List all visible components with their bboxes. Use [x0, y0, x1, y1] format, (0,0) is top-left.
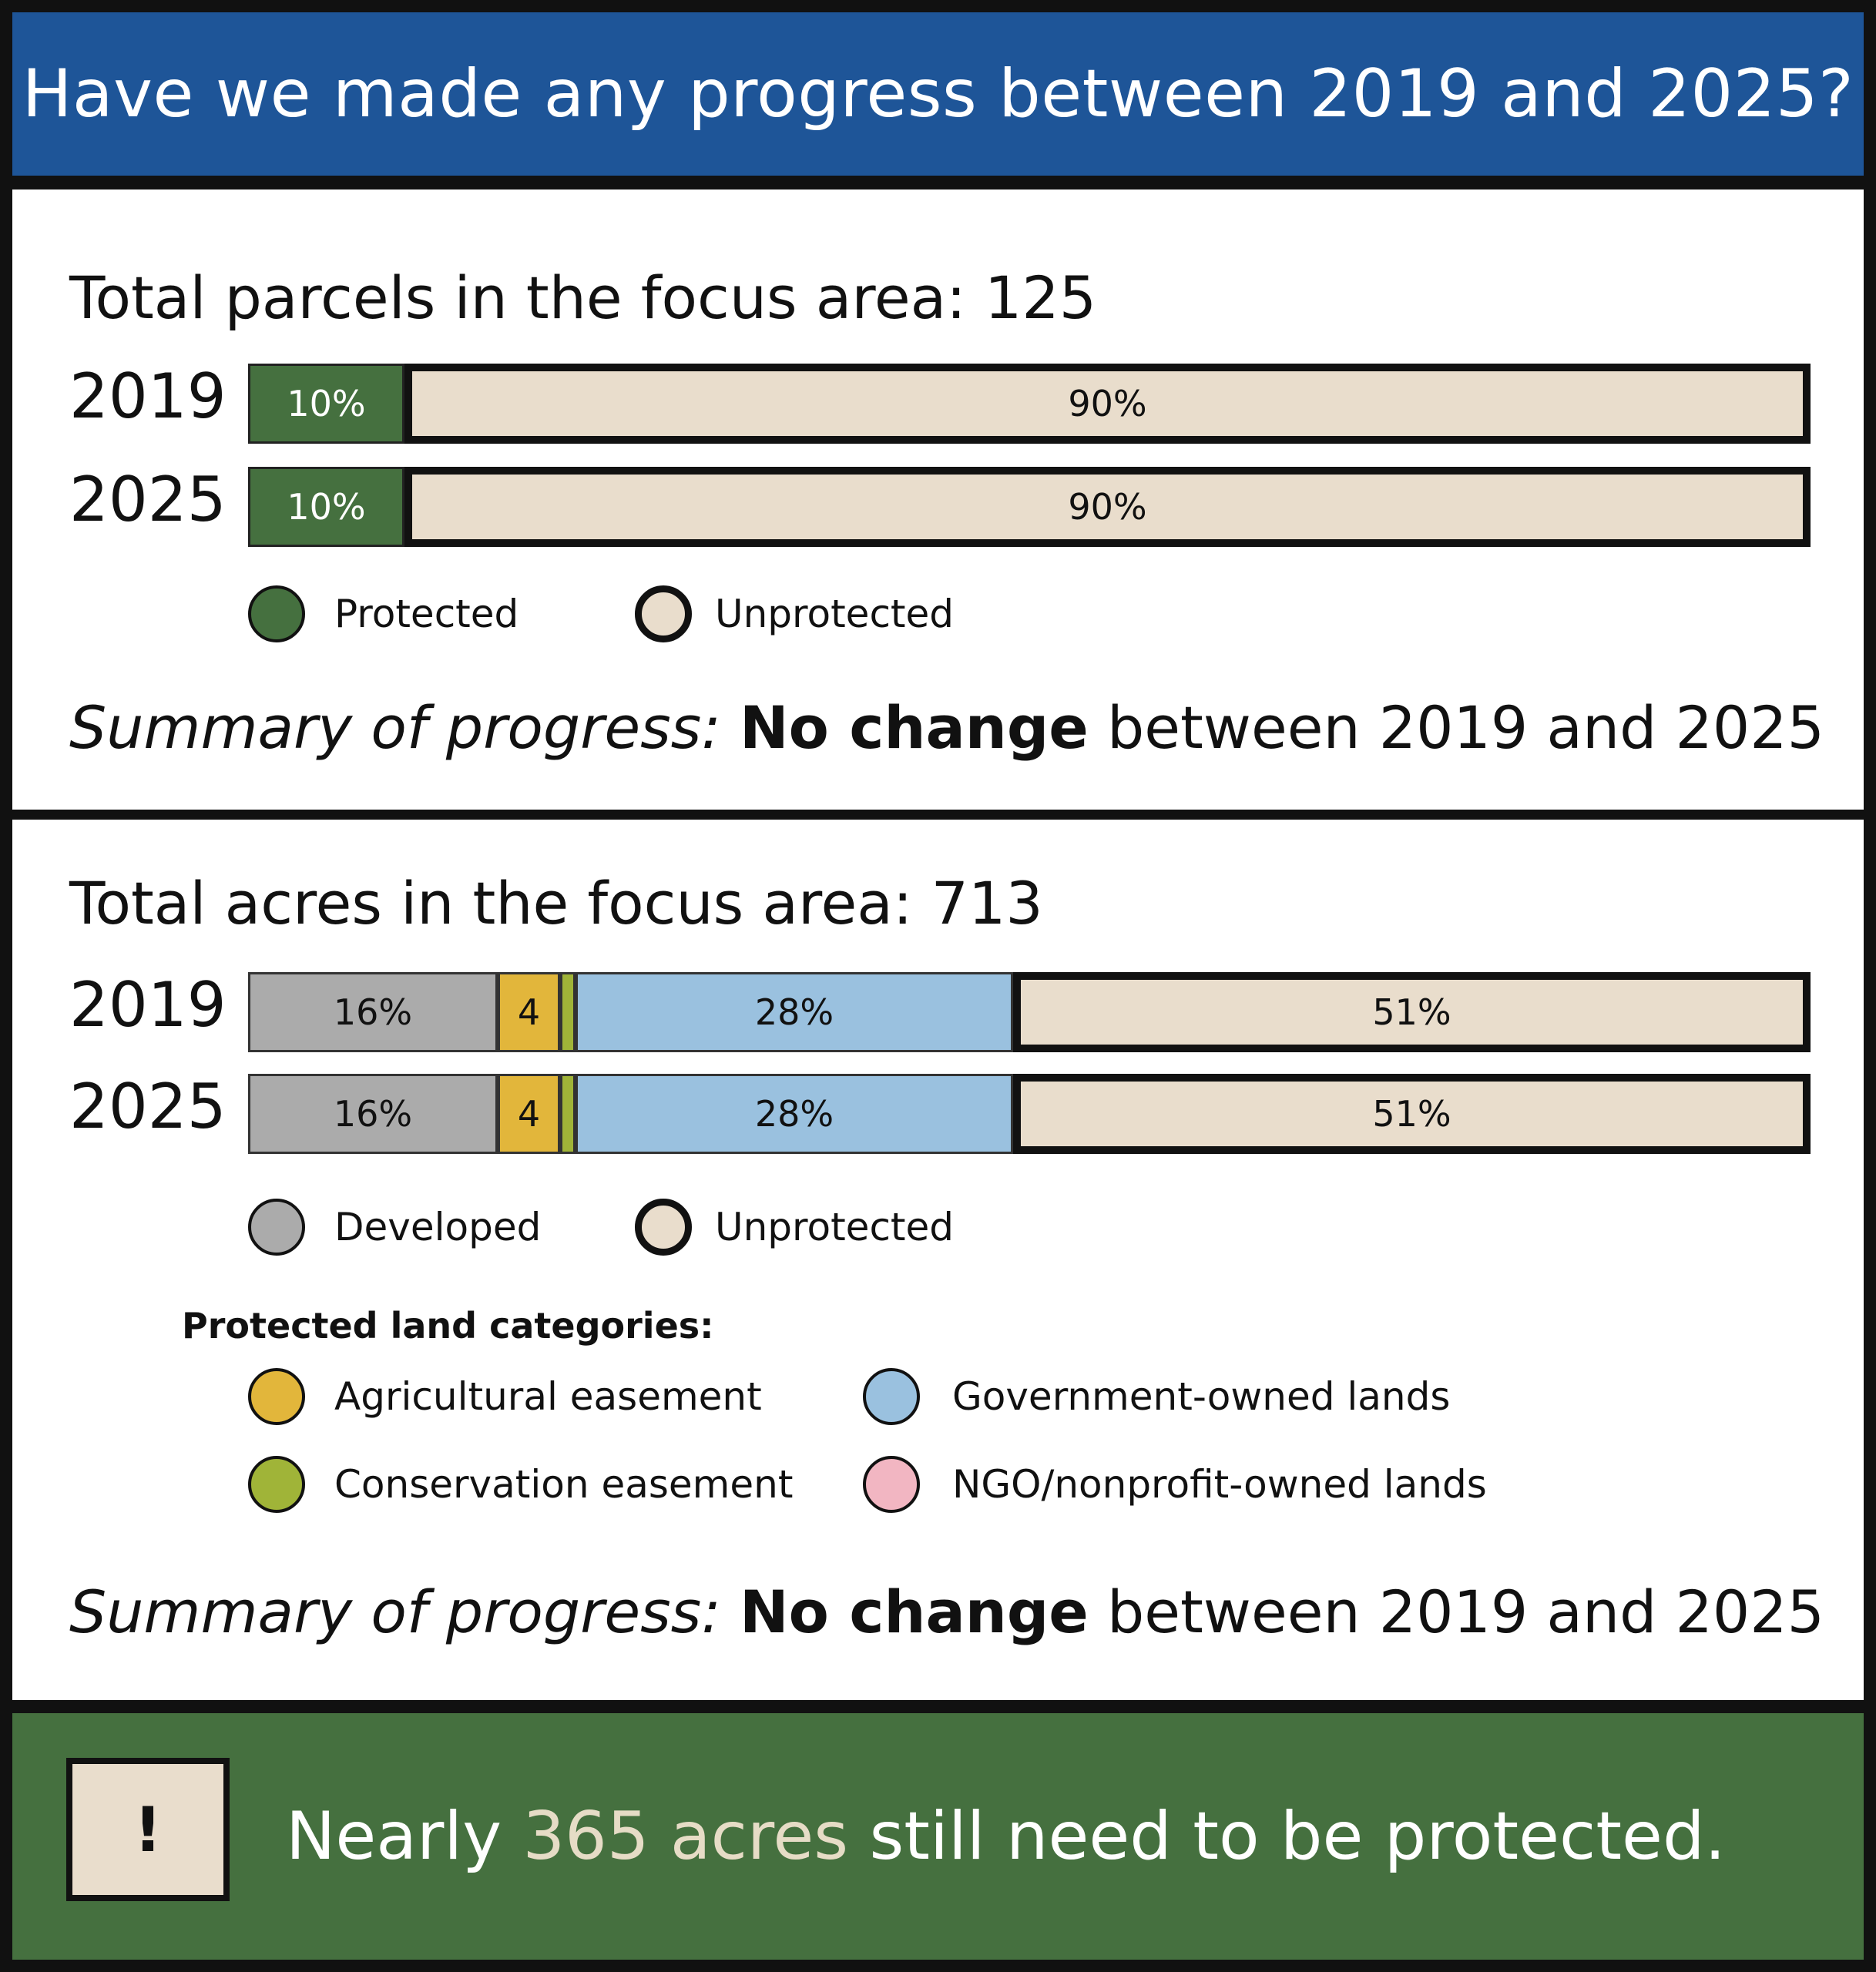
legend-agricultural: Agricultural easement	[248, 1368, 762, 1425]
bar-value-label: 16%	[333, 991, 413, 1033]
bar-segment-agricultural-easement: 4	[498, 972, 560, 1052]
legend-unprotected: Unprotected	[635, 585, 954, 642]
bar-segment-unprotected: 51%	[1013, 972, 1811, 1052]
legend-ngo-label: NGO/nonprofit-owned lands	[952, 1462, 1487, 1507]
bar-value-label: 28%	[754, 991, 834, 1033]
bar-segment-protected: 10%	[248, 467, 404, 547]
legend-developed: Developed	[248, 1199, 541, 1256]
alert-prefix: Nearly	[286, 1798, 502, 1875]
bar-value-label: 4	[517, 991, 541, 1033]
legend-unprotected: Unprotected	[635, 1199, 954, 1256]
protected-categories-heading: Protected land categories:	[182, 1305, 714, 1347]
legend-government: Government-owned lands	[863, 1368, 1450, 1425]
bar-value-label: 51%	[1372, 1093, 1451, 1135]
bar-value-label: 10%	[287, 486, 366, 528]
parcels-bar-2025: 10% 90%	[248, 467, 1811, 547]
acres-panel: Total acres in the focus area: 713 2019 …	[12, 820, 1864, 1700]
acres-summary: Summary of progress: No change between 2…	[69, 1578, 1824, 1646]
parcels-heading: Total parcels in the focus area: 125	[69, 263, 1097, 332]
legend-unprotected-label: Unprotected	[715, 1205, 955, 1249]
summary-label: Summary of progress:	[69, 1578, 721, 1646]
legend-conservation-label: Conservation easement	[334, 1462, 794, 1507]
summary-detail: between 2019 and 2025	[1107, 1578, 1824, 1646]
ngo-swatch-icon	[863, 1456, 920, 1513]
bar-value-label: 4	[517, 1093, 541, 1135]
title-banner: Have we made any progress between 2019 a…	[12, 12, 1864, 176]
legend-developed-label: Developed	[334, 1205, 542, 1249]
developed-swatch-icon	[248, 1199, 305, 1256]
bar-segment-unprotected: 90%	[404, 467, 1811, 547]
bar-segment-government-owned-lands: 28%	[576, 1074, 1013, 1154]
conservation-swatch-icon	[248, 1456, 305, 1513]
bar-segment-government-owned-lands: 28%	[576, 972, 1013, 1052]
acres-bar-2019: 16% 4 28% 51%	[248, 972, 1811, 1052]
summary-detail: between 2019 and 2025	[1107, 693, 1824, 762]
alert-message: Nearly 365 acres still need to be protec…	[286, 1713, 1726, 1960]
legend-government-label: Government-owned lands	[952, 1374, 1451, 1419]
bar-segment-conservation-easement	[560, 972, 576, 1052]
page-title: Have we made any progress between 2019 a…	[22, 55, 1854, 132]
bar-value-label: 90%	[1068, 383, 1147, 424]
alert-footer: ! Nearly 365 acres still need to be prot…	[12, 1713, 1864, 1960]
summary-label: Summary of progress:	[69, 693, 721, 762]
protected-swatch-icon	[248, 585, 305, 642]
parcels-panel: Total parcels in the focus area: 125 201…	[12, 189, 1864, 810]
parcels-bar-2019: 10% 90%	[248, 364, 1811, 444]
bar-value-label: 28%	[754, 1093, 834, 1135]
acres-heading: Total acres in the focus area: 713	[69, 869, 1043, 937]
bar-segment-agricultural-easement: 4	[498, 1074, 560, 1154]
bar-value-label: 51%	[1372, 991, 1451, 1033]
bar-segment-unprotected: 51%	[1013, 1074, 1811, 1154]
unprotected-swatch-icon	[635, 1199, 692, 1256]
bar-value-label: 90%	[1068, 486, 1147, 528]
legend-agricultural-label: Agricultural easement	[334, 1374, 762, 1419]
legend-protected-label: Protected	[334, 592, 519, 636]
bar-value-label: 10%	[287, 383, 366, 424]
unprotected-swatch-icon	[635, 585, 692, 642]
alert-suffix: still need to be protected.	[869, 1798, 1726, 1875]
summary-status: No change	[740, 1578, 1089, 1646]
alert-icon: !	[66, 1758, 230, 1901]
parcels-year-label: 2019	[69, 361, 227, 432]
bar-segment-developed: 16%	[248, 972, 498, 1052]
bar-value-label: 16%	[333, 1093, 413, 1135]
acres-year-label: 2025	[69, 1071, 227, 1142]
bar-segment-developed: 16%	[248, 1074, 498, 1154]
parcels-summary: Summary of progress: No change between 2…	[69, 693, 1824, 762]
legend-ngo: NGO/nonprofit-owned lands	[863, 1456, 1487, 1513]
government-swatch-icon	[863, 1368, 920, 1425]
legend-conservation: Conservation easement	[248, 1456, 793, 1513]
agricultural-swatch-icon	[248, 1368, 305, 1425]
bar-segment-conservation-easement	[560, 1074, 576, 1154]
legend-protected: Protected	[248, 585, 519, 642]
bar-segment-protected: 10%	[248, 364, 404, 444]
legend-unprotected-label: Unprotected	[715, 592, 955, 636]
alert-highlight: 365 acres	[522, 1798, 849, 1875]
acres-bar-2025: 16% 4 28% 51%	[248, 1074, 1811, 1154]
bar-segment-unprotected: 90%	[404, 364, 1811, 444]
parcels-year-label: 2025	[69, 464, 227, 535]
summary-status: No change	[740, 693, 1089, 762]
acres-year-label: 2019	[69, 969, 227, 1041]
exclamation-icon: !	[133, 1793, 163, 1866]
